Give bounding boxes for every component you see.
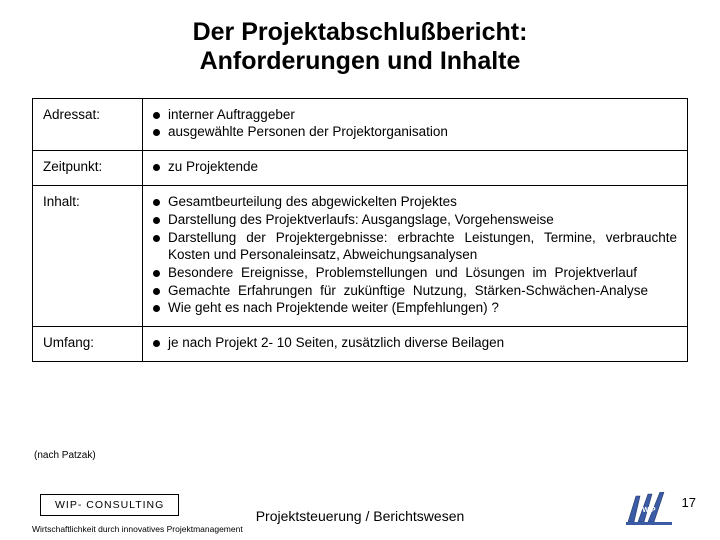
row-label-umfang: Umfang:: [33, 327, 143, 361]
page-number: 17: [682, 495, 696, 510]
row-content-zeitpunkt: zu Projektende: [143, 151, 687, 185]
page-title: Der Projektabschlußbericht: Anforderunge…: [40, 18, 680, 76]
list-item: Gemachte Erfahrungen für zukünftige Nutz…: [153, 283, 677, 300]
list-item-text: ausgewählte Personen der Projektorganisa…: [168, 124, 677, 141]
svg-text:WIP: WIP: [642, 507, 656, 514]
bullet-icon: [153, 340, 160, 347]
row-label-zeitpunkt: Zeitpunkt:: [33, 151, 143, 185]
list-item: Besondere Ereignisse, Problemstellungen …: [153, 265, 677, 282]
row-label-adressat: Adressat:: [33, 99, 143, 151]
wip-logo-icon: WIP: [626, 492, 672, 526]
list-item: Gesamtbeurteilung des abgewickelten Proj…: [153, 194, 677, 211]
list-item: Wie geht es nach Projektende weiter (Emp…: [153, 300, 677, 317]
title-line-2: Anforderungen und Inhalte: [200, 47, 521, 75]
slide: Der Projektabschlußbericht: Anforderunge…: [0, 0, 720, 540]
row-content-umfang: je nach Projekt 2- 10 Seiten, zusätzlich…: [143, 327, 687, 361]
table-row: Inhalt: Gesamtbeurteilung des abgewickel…: [33, 185, 687, 326]
bullet-icon: [153, 112, 160, 119]
list-item: zu Projektende: [153, 159, 677, 176]
list-item-text: Darstellung der Projektergebnisse: erbra…: [168, 230, 677, 264]
bullet-icon: [153, 129, 160, 136]
footer: WIP- CONSULTING Wirtschaftlichkeit durch…: [0, 482, 720, 540]
table-row: Adressat: interner Auftraggeber ausgewäh…: [33, 99, 687, 151]
bullet-icon: [153, 164, 160, 171]
list-item-text: je nach Projekt 2- 10 Seiten, zusätzlich…: [168, 335, 677, 352]
bullet-icon: [153, 235, 160, 242]
title-line-1: Der Projektabschlußbericht:: [193, 18, 528, 46]
list-item: Darstellung der Projektergebnisse: erbra…: [153, 230, 677, 264]
bullet-icon: [153, 288, 160, 295]
row-content-inhalt: Gesamtbeurteilung des abgewickelten Proj…: [143, 186, 687, 326]
row-label-inhalt: Inhalt:: [33, 186, 143, 326]
list-item: ausgewählte Personen der Projektorganisa…: [153, 124, 677, 141]
attribution-text: (nach Patzak): [34, 450, 96, 461]
list-item: Darstellung des Projektverlaufs: Ausgang…: [153, 212, 677, 229]
list-item-text: interner Auftraggeber: [168, 107, 677, 124]
content-table: Adressat: interner Auftraggeber ausgewäh…: [32, 98, 688, 363]
bullet-icon: [153, 217, 160, 224]
row-content-adressat: interner Auftraggeber ausgewählte Person…: [143, 99, 687, 151]
list-item: interner Auftraggeber: [153, 107, 677, 124]
table-row: Umfang: je nach Projekt 2- 10 Seiten, zu…: [33, 326, 687, 361]
list-item-text: Wie geht es nach Projektende weiter (Emp…: [168, 300, 677, 317]
table-row: Zeitpunkt: zu Projektende: [33, 150, 687, 185]
title-block: Der Projektabschlußbericht: Anforderunge…: [0, 0, 720, 88]
list-item-text: Besondere Ereignisse, Problemstellungen …: [168, 265, 677, 282]
bullet-icon: [153, 199, 160, 206]
list-item-text: Gemachte Erfahrungen für zukünftige Nutz…: [168, 283, 677, 300]
footer-center-text: Projektsteuerung / Berichtswesen: [0, 508, 720, 524]
list-item-text: zu Projektende: [168, 159, 677, 176]
footer-subline: Wirtschaftlichkeit durch innovatives Pro…: [32, 524, 243, 534]
list-item: je nach Projekt 2- 10 Seiten, zusätzlich…: [153, 335, 677, 352]
bullet-icon: [153, 305, 160, 312]
bullet-icon: [153, 270, 160, 277]
list-item-text: Gesamtbeurteilung des abgewickelten Proj…: [168, 194, 677, 211]
list-item-text: Darstellung des Projektverlaufs: Ausgang…: [168, 212, 677, 229]
